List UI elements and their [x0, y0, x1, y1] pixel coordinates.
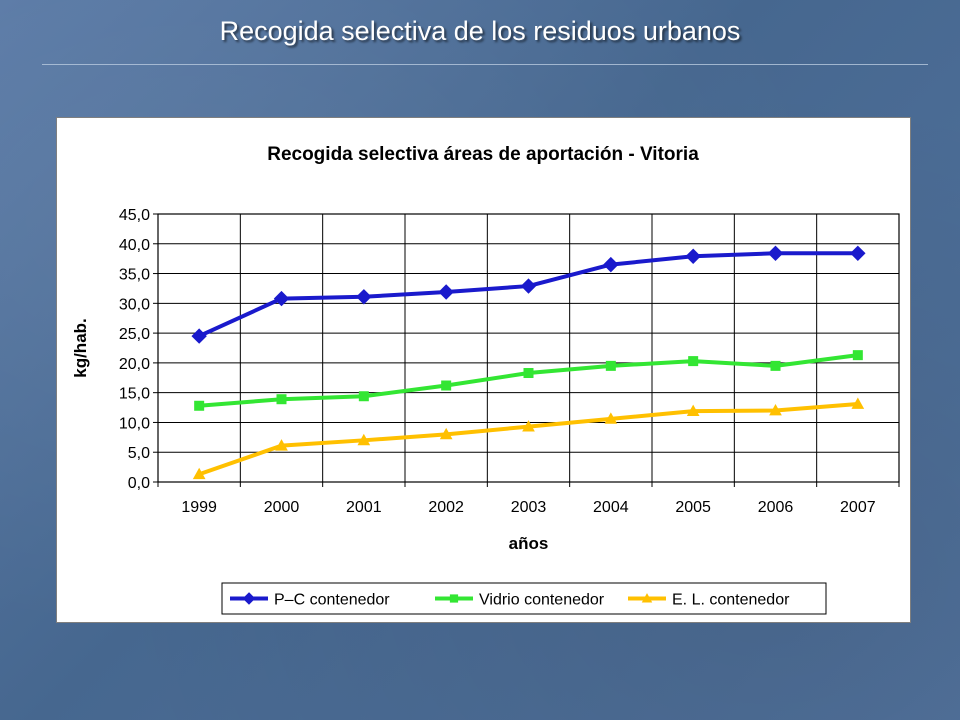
series-line: [198, 401, 858, 477]
legend: P–C contenedor Vidrio contenedor E. L. con…: [221, 582, 827, 615]
data-point: [851, 397, 865, 409]
data-point: [358, 391, 369, 402]
x-tick-label: 2001: [346, 499, 382, 516]
x-tick-label: 2004: [593, 499, 629, 516]
x-tick-label: 2005: [675, 499, 711, 516]
data-point: [273, 290, 290, 307]
series: [191, 245, 866, 344]
y-tick-label: 20,0: [119, 356, 150, 373]
data-point: [767, 245, 784, 262]
legend-label: P–C contenedor: [274, 592, 390, 609]
data-point: [852, 350, 863, 361]
x-tick-label: 2003: [511, 499, 547, 516]
data-point: [685, 248, 701, 264]
data-point: [850, 245, 866, 262]
data-point: [603, 256, 619, 273]
data-point: [769, 404, 782, 416]
data-point: [641, 593, 653, 603]
x-axis-label: años: [509, 534, 549, 553]
data-point: [194, 400, 205, 411]
legend-box: [221, 582, 827, 615]
data-point: [520, 278, 537, 294]
data-point: [438, 284, 454, 300]
series-line: [198, 251, 858, 338]
x-tick-label: 2006: [758, 499, 794, 516]
data-point: [357, 433, 371, 446]
series: [192, 397, 865, 480]
data-point: [276, 394, 287, 405]
legend-item: P–C contenedor: [230, 592, 390, 609]
x-tick-label: 2000: [264, 499, 300, 516]
y-tick-label: 40,0: [119, 237, 150, 254]
slide-title: Recogida selectiva de los residuos urban…: [219, 16, 741, 46]
data-point: [770, 360, 781, 371]
y-tick-label: 15,0: [119, 386, 150, 403]
series-lines: [191, 245, 866, 480]
x-tick-label: 2007: [840, 499, 876, 516]
data-point: [242, 592, 256, 605]
y-tick-label: 0,0: [128, 475, 150, 492]
legend-item: E. L. contenedor: [628, 592, 790, 609]
legend-label: Vidrio contenedor: [479, 592, 605, 609]
y-tick-label: 35,0: [119, 267, 150, 284]
data-point: [449, 594, 459, 603]
plot-area: [157, 213, 900, 483]
data-point: [191, 328, 207, 344]
legend-label: E. L. contenedor: [672, 592, 790, 609]
y-tick-label: 10,0: [119, 415, 150, 432]
data-point: [441, 380, 452, 391]
chart-container: Recogida selectiva áreas de aportación -…: [56, 117, 911, 623]
data-point: [356, 289, 372, 305]
axes: 0,0 5,0 10,0 15,0 20,0 25,0 30,0 35,0 40,0 45,0 19…: [119, 207, 900, 516]
x-tick-label: 2002: [428, 499, 464, 516]
x-tick-label: 1999: [181, 499, 217, 516]
data-point: [686, 404, 700, 417]
y-tick-label: 45,0: [119, 207, 150, 224]
data-point: [275, 439, 288, 451]
y-tick-label: 25,0: [119, 326, 150, 343]
legend-item: Vidrio contenedor: [435, 592, 605, 609]
data-point: [604, 412, 618, 424]
title-divider: [42, 64, 928, 65]
data-point: [439, 427, 453, 440]
line-chart: Recogida selectiva áreas de aportación -…: [71, 144, 900, 615]
data-point: [605, 360, 616, 371]
data-point: [688, 356, 699, 367]
chart-title: Recogida selectiva áreas de aportación -…: [267, 144, 699, 165]
series: [194, 350, 863, 411]
data-point: [523, 368, 534, 379]
y-tick-label: 30,0: [119, 296, 150, 313]
y-tick-label: 5,0: [128, 445, 150, 462]
y-axis-label: kg/hab.: [71, 318, 90, 378]
data-point: [192, 467, 206, 480]
data-point: [522, 420, 535, 432]
